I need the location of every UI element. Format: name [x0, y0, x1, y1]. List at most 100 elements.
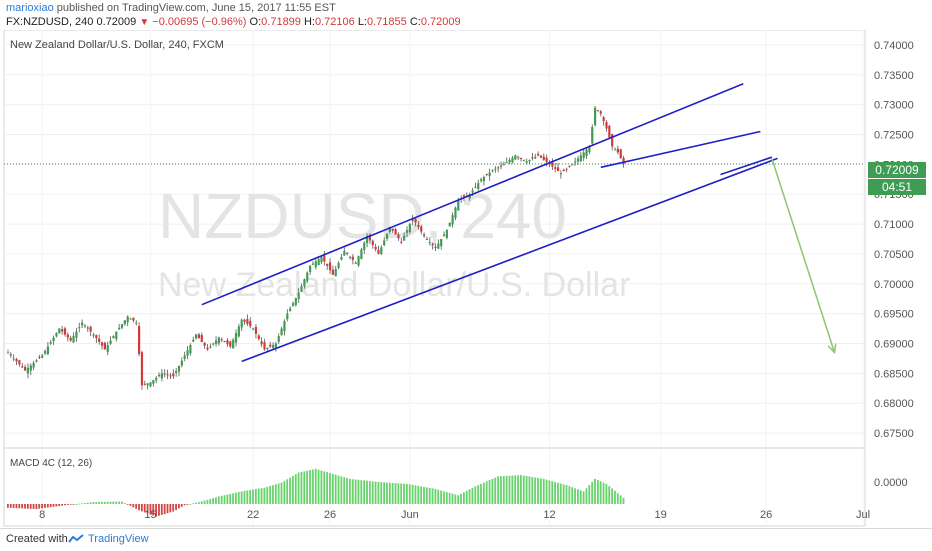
macd-bar	[317, 469, 320, 504]
macd-bar	[140, 504, 143, 512]
candle	[232, 337, 235, 349]
candle	[163, 369, 166, 378]
candle	[522, 159, 525, 162]
macd-bar	[280, 482, 283, 504]
macd-bar	[480, 483, 482, 504]
macd-bar	[605, 483, 608, 504]
macd-bar	[571, 487, 574, 504]
candle	[300, 283, 303, 293]
candle	[200, 332, 203, 343]
macd-bar	[89, 502, 92, 504]
candle	[135, 320, 138, 326]
candle	[291, 301, 295, 307]
candle	[260, 337, 263, 348]
candle	[454, 206, 457, 221]
macd-bar	[349, 478, 351, 504]
candle	[519, 157, 523, 162]
candle	[303, 278, 306, 289]
macd-bar	[109, 501, 112, 504]
last-price: 0.72009	[96, 16, 137, 28]
macd-bar	[366, 480, 368, 504]
candle	[420, 224, 423, 235]
macd-bar	[397, 483, 400, 504]
macd-bar	[551, 481, 554, 504]
macd-bar	[511, 475, 514, 504]
candle	[385, 233, 389, 242]
watermark-name: New Zealand Dollar/U.S. Dollar	[158, 266, 630, 304]
candle	[52, 335, 55, 345]
macd-bar	[9, 504, 12, 508]
author-link[interactable]: marioxiao	[6, 2, 54, 14]
macd-bar	[443, 491, 445, 504]
tradingview-brand[interactable]: TradingView	[88, 533, 149, 545]
candle	[189, 343, 192, 356]
macd-bar	[269, 485, 271, 504]
candle	[554, 163, 557, 173]
candle	[112, 335, 115, 339]
macd-bar	[491, 478, 494, 504]
macd-bar	[29, 504, 32, 509]
candle	[397, 232, 400, 241]
macd-bar	[485, 481, 488, 504]
candle	[212, 342, 215, 346]
candle	[311, 261, 315, 266]
macd-bar	[537, 477, 539, 504]
macd-bar	[565, 485, 568, 504]
macd-bar	[166, 504, 169, 514]
candle	[380, 245, 383, 256]
price-chart[interactable]: NZDUSD, 240 New Zealand Dollar/U.S. Doll…	[0, 30, 932, 528]
macd-bar	[502, 476, 505, 504]
candle	[41, 353, 44, 359]
candle	[585, 148, 588, 159]
change-value: −0.00695 (−0.96%)	[152, 16, 247, 28]
candle	[66, 332, 69, 342]
candle	[499, 161, 503, 170]
macd-bar	[585, 488, 588, 504]
candle	[155, 376, 158, 384]
trend-line-channel_mid_line[interactable]	[600, 130, 761, 169]
y-tick-label: 0.68500	[874, 368, 914, 380]
candle	[69, 335, 72, 342]
candle	[183, 351, 186, 362]
macd-bar	[363, 480, 366, 504]
low-value: 0.71855	[367, 16, 407, 28]
projection-arrow[interactable]	[771, 158, 836, 353]
y-axis[interactable]: 0.740000.735000.730000.725000.720000.715…	[874, 40, 914, 440]
candle	[217, 336, 220, 346]
x-tick-label: 15	[144, 509, 156, 521]
trend-line-channel_upper[interactable]	[201, 83, 744, 306]
macd-bar	[257, 488, 260, 504]
macd-bar	[394, 483, 397, 504]
macd-bar	[411, 484, 414, 504]
macd-bar	[209, 498, 212, 504]
chart-frame	[3, 30, 866, 527]
macd-bar	[52, 504, 55, 507]
macd-bar	[78, 503, 81, 505]
macd-bar	[408, 484, 411, 504]
trend-line-breakout_line[interactable]	[720, 156, 773, 176]
trend-line-channel_lower[interactable]	[241, 157, 778, 363]
macd-bar	[611, 488, 613, 504]
macd-bar	[522, 475, 525, 504]
macd-bar	[377, 482, 380, 504]
macd-bar	[460, 493, 462, 504]
candle	[405, 226, 409, 238]
candle	[539, 155, 543, 159]
candle	[445, 229, 448, 240]
candle	[286, 309, 289, 322]
candle	[243, 318, 246, 325]
macd-bar	[61, 504, 63, 506]
macd-bar	[451, 493, 454, 504]
candle	[15, 357, 18, 366]
x-tick-label: Jun	[401, 509, 419, 521]
x-tick-label: 22	[247, 509, 259, 521]
macd-bar	[129, 504, 132, 506]
candle	[334, 265, 337, 277]
candle	[263, 338, 266, 351]
x-axis[interactable]: 8 15 22 26 Jun 12 19 26 Jul	[39, 509, 870, 521]
candle	[613, 147, 617, 151]
candle	[160, 369, 163, 382]
candle	[579, 151, 582, 163]
macd-bar	[283, 480, 286, 504]
candle	[451, 212, 454, 228]
